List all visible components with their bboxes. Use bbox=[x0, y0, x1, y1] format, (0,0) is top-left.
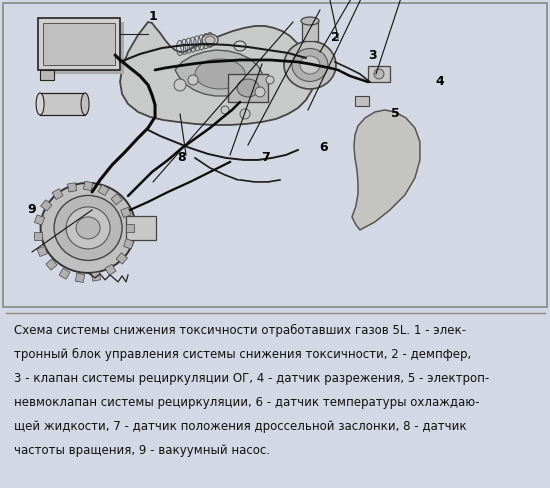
Bar bbox=[59, 268, 70, 279]
Ellipse shape bbox=[76, 217, 100, 239]
Polygon shape bbox=[175, 50, 262, 96]
Text: 7: 7 bbox=[261, 151, 270, 164]
Bar bbox=[37, 246, 47, 257]
Bar bbox=[105, 264, 116, 275]
Bar bbox=[111, 194, 122, 205]
Text: 4: 4 bbox=[436, 76, 444, 88]
Ellipse shape bbox=[188, 75, 198, 85]
Text: щей жидкости, 7 - датчик положения дроссельной заслонки, 8 - датчик: щей жидкости, 7 - датчик положения дросс… bbox=[14, 420, 466, 433]
Ellipse shape bbox=[292, 48, 328, 81]
Bar bbox=[34, 232, 42, 240]
Text: 1: 1 bbox=[148, 11, 157, 23]
Text: 8: 8 bbox=[178, 151, 186, 164]
Ellipse shape bbox=[234, 41, 246, 51]
Bar bbox=[116, 253, 128, 264]
Bar bbox=[40, 93, 85, 115]
Text: частоты вращения, 9 - вакуумный насос.: частоты вращения, 9 - вакуумный насос. bbox=[14, 445, 270, 457]
Ellipse shape bbox=[255, 87, 265, 97]
Bar bbox=[126, 224, 134, 232]
Text: 3: 3 bbox=[368, 49, 377, 62]
Bar bbox=[84, 182, 93, 191]
Bar bbox=[42, 22, 124, 74]
Text: невмоклапан системы рециркуляции, 6 - датчик температуры охлаждаю-: невмоклапан системы рециркуляции, 6 - да… bbox=[14, 396, 479, 409]
Bar bbox=[355, 96, 369, 106]
Ellipse shape bbox=[81, 93, 89, 115]
Text: тронный блок управления системы снижения токсичности, 2 - демпфер,: тронный блок управления системы снижения… bbox=[14, 348, 471, 361]
Bar bbox=[302, 21, 318, 41]
Bar bbox=[52, 189, 63, 200]
Text: 6: 6 bbox=[320, 142, 328, 154]
Ellipse shape bbox=[174, 79, 186, 91]
Ellipse shape bbox=[301, 17, 319, 25]
Ellipse shape bbox=[66, 207, 110, 249]
Ellipse shape bbox=[237, 79, 259, 97]
Bar bbox=[98, 184, 109, 196]
Bar bbox=[43, 23, 115, 65]
Ellipse shape bbox=[41, 183, 135, 273]
Text: Схема системы снижения токсичности отработавших газов 5L. 1 - элек-: Схема системы снижения токсичности отраб… bbox=[14, 324, 466, 337]
Text: 9: 9 bbox=[28, 203, 36, 216]
Bar bbox=[228, 74, 268, 102]
Ellipse shape bbox=[221, 106, 229, 114]
Ellipse shape bbox=[374, 69, 384, 79]
Polygon shape bbox=[120, 22, 314, 125]
Ellipse shape bbox=[36, 93, 44, 115]
Bar bbox=[46, 259, 57, 270]
Bar bbox=[40, 70, 54, 80]
Bar bbox=[91, 272, 101, 281]
Bar bbox=[126, 216, 156, 240]
Ellipse shape bbox=[202, 34, 218, 46]
Bar bbox=[121, 207, 131, 218]
Ellipse shape bbox=[300, 56, 320, 74]
Ellipse shape bbox=[205, 36, 215, 44]
Bar bbox=[34, 215, 45, 225]
Polygon shape bbox=[352, 110, 420, 230]
Ellipse shape bbox=[240, 109, 250, 119]
Text: 5: 5 bbox=[390, 107, 399, 121]
Bar bbox=[41, 200, 52, 211]
Bar bbox=[124, 239, 134, 249]
Ellipse shape bbox=[54, 195, 122, 261]
Ellipse shape bbox=[266, 76, 274, 84]
Bar bbox=[68, 183, 77, 192]
Bar bbox=[368, 66, 390, 82]
Bar bbox=[38, 18, 120, 70]
Text: 3 - клапан системы рециркуляции ОГ, 4 - датчик разрежения, 5 - электроп-: 3 - клапан системы рециркуляции ОГ, 4 - … bbox=[14, 372, 489, 385]
Text: 2: 2 bbox=[331, 32, 339, 44]
Ellipse shape bbox=[195, 59, 245, 89]
Ellipse shape bbox=[284, 41, 336, 89]
Bar bbox=[75, 273, 85, 283]
